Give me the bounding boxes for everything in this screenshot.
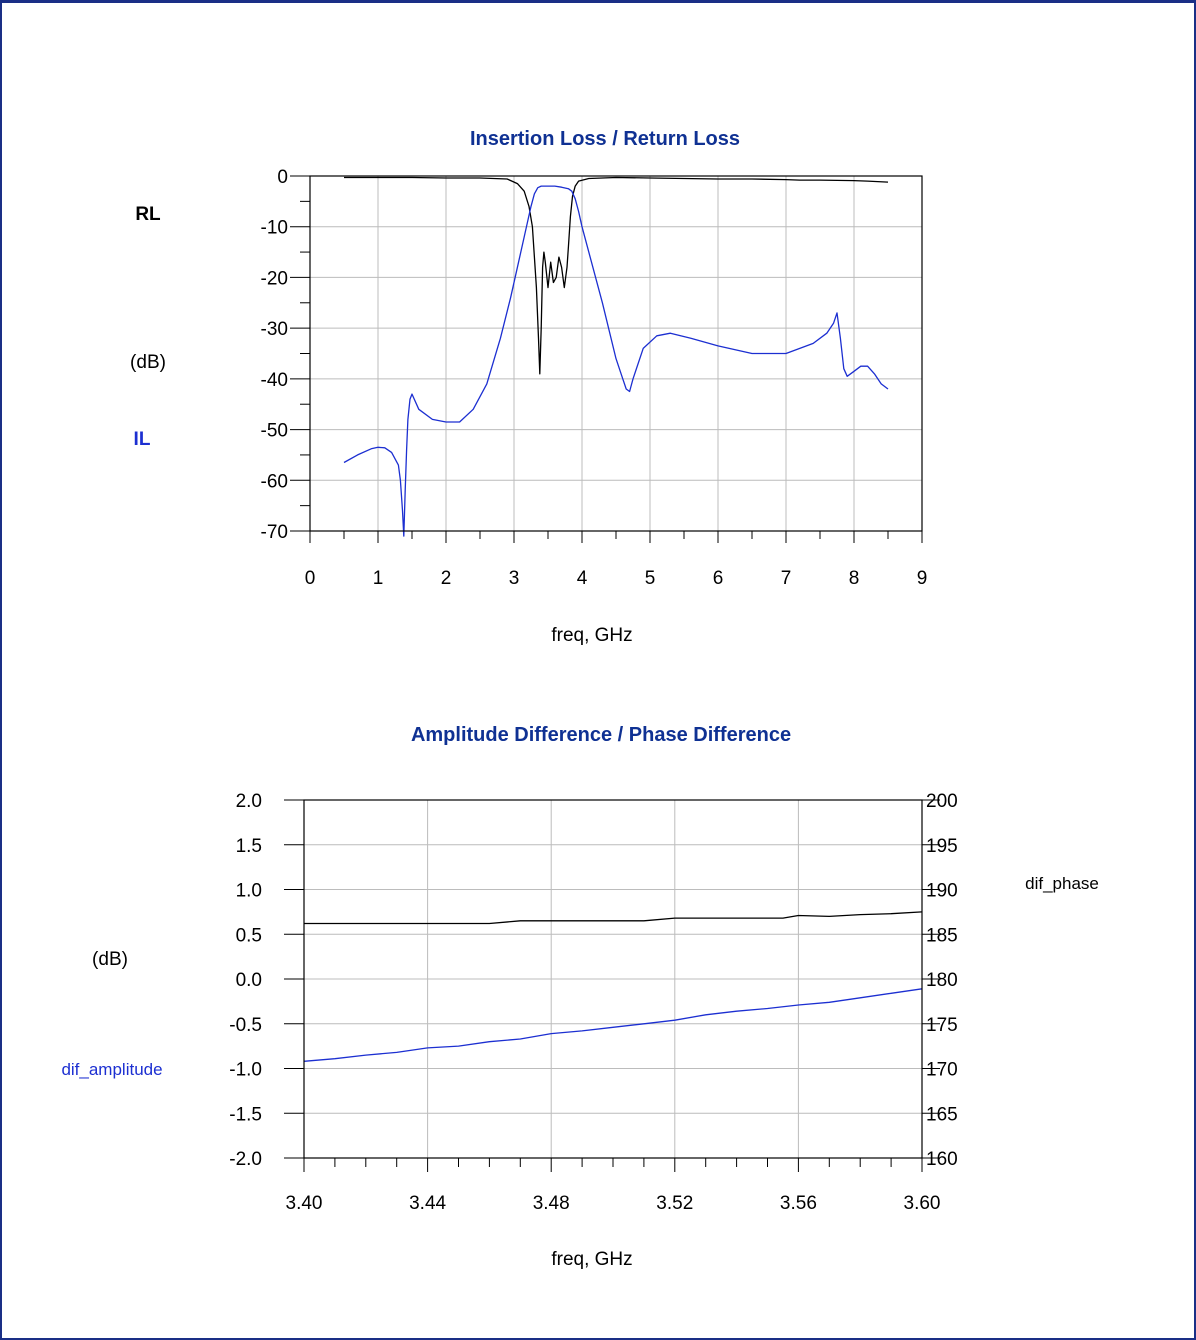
- chart2-y2tick-label: 160: [926, 1149, 958, 1170]
- chart2-y2tick-label: 195: [926, 836, 958, 857]
- chart2-series-dif-amplitude: [303, 988, 923, 1062]
- chart1-xlabel: freq, GHz: [551, 625, 632, 646]
- chart2-xtick-label: 3.60: [904, 1193, 941, 1214]
- chart1-ytick-label: -40: [261, 370, 288, 391]
- chart1-xtick-label: 2: [441, 568, 452, 589]
- chart2-y2tick-label: 175: [926, 1015, 958, 1036]
- chart1-xtick-label: 8: [849, 568, 860, 589]
- chart2-series-dif-phase: [304, 911, 923, 925]
- chart2-ytick-label: 2.0: [236, 791, 262, 812]
- chart2-ytick-label: 0.0: [236, 970, 262, 991]
- chart2-ytick-label: 0.5: [236, 925, 262, 946]
- chart2-xlabel: freq, GHz: [551, 1249, 632, 1270]
- chart1-series-il: [343, 185, 889, 537]
- chart2-ytick-label: 1.0: [236, 881, 262, 902]
- chart1-xtick-label: 1: [373, 568, 384, 589]
- chart2-y2tick-label: 185: [926, 925, 958, 946]
- chart1-ytick-label: -60: [261, 471, 288, 492]
- chart1-xtick-label: 9: [917, 568, 928, 589]
- chart2-xtick-label: 3.52: [656, 1193, 693, 1214]
- chart1-grid: [310, 176, 922, 531]
- chart1-xtick-label: 4: [577, 568, 588, 589]
- chart2-series: [303, 911, 923, 1062]
- chart2-xtick-label: 3.44: [409, 1193, 446, 1214]
- chart2-grid: [304, 800, 922, 1158]
- chart1-xtick-label: 5: [645, 568, 656, 589]
- legend-dif-amplitude: dif_amplitude: [61, 1060, 162, 1079]
- chart1-xtick-label: 0: [305, 568, 316, 589]
- chart2-ylabel: (dB): [92, 949, 128, 970]
- chart2-ytick-label: -0.5: [229, 1015, 262, 1036]
- chart2-ytick-label: -1.5: [229, 1104, 262, 1125]
- chart2-ytick-label: -1.0: [229, 1060, 262, 1081]
- chart2-y2tick-label: 200: [926, 791, 958, 812]
- chart1-plot-frame: [309, 175, 923, 532]
- chart2-y2tick-label: 180: [926, 970, 958, 991]
- chart2-y2tick-label: 165: [926, 1104, 958, 1125]
- chart2-xtick-label: 3.56: [780, 1193, 817, 1214]
- chart-insertion-return-loss: Insertion Loss / Return Loss 0 1 2 3 4 5 6 7 8 90…: [130, 128, 927, 646]
- chart1-ylabel: (dB): [130, 352, 166, 373]
- chart1-series: [343, 176, 889, 537]
- chart-amplitude-phase-difference: Amplitude Difference / Phase Difference …: [61, 724, 1098, 1270]
- chart1-title: Insertion Loss / Return Loss: [470, 128, 740, 150]
- chart2-xtick-label: 3.48: [533, 1193, 570, 1214]
- chart1-ytick-label: 0: [277, 167, 288, 188]
- chart1-xtick-label: 6: [713, 568, 724, 589]
- chart1-xtick-label: 3: [509, 568, 520, 589]
- chart1-ytick-label: -20: [261, 268, 288, 289]
- chart1-xtick-label: 7: [781, 568, 792, 589]
- chart2-y2tick-label: 170: [926, 1060, 958, 1081]
- chart2-title: Amplitude Difference / Phase Difference: [411, 724, 791, 746]
- chart2-ytick-label: 1.5: [236, 836, 262, 857]
- chart2-ytick-label: -2.0: [229, 1149, 262, 1170]
- chart1-ticks: 0 1 2 3 4 5 6 7 8 9 0 -10 -20 -30 -40 -50 -60 -70: [261, 167, 928, 589]
- chart2-xtick-label: 3.40: [286, 1193, 323, 1214]
- chart2-ticks: 3.40 3.44 3.48 3.52 3.56 3.60 2.0 1.5 1.0 0.5 0.0 -…: [229, 791, 957, 1214]
- legend-il: IL: [134, 429, 151, 450]
- chart1-ytick-label: -30: [261, 319, 288, 340]
- chart1-ytick-label: -50: [261, 421, 288, 442]
- legend-rl: RL: [135, 204, 161, 225]
- chart1-series-rl: [344, 176, 889, 375]
- chart1-ytick-label: -10: [261, 218, 288, 239]
- legend-dif-phase: dif_phase: [1025, 874, 1099, 893]
- chart2-y2tick-label: 190: [926, 881, 958, 902]
- chart1-ytick-label: -70: [261, 522, 288, 543]
